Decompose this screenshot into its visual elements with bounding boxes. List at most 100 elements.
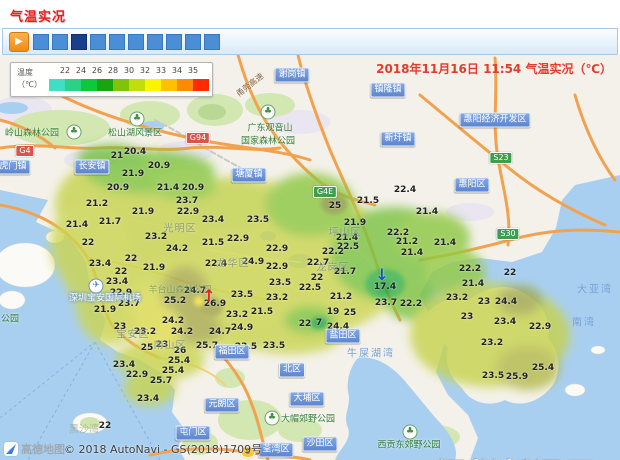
station-temperature-value: 22.2 [399,299,423,309]
island-park [80,417,100,429]
station-temperature-value: 21.9 [343,218,367,228]
legend-title: 温度 （℃） [17,67,42,91]
frame-step-3[interactable] [71,34,87,50]
station-temperature-value: 21.4 [461,279,485,289]
legend-tick-label: 22 [59,66,71,75]
frame-step-1[interactable] [33,34,49,50]
sea-label: 牛屎湖湾 [347,348,395,360]
station-temperature-value: 20.9 [147,161,171,171]
airplane-icon: ✈ [88,278,104,294]
road-badge-g4e: G4E [312,186,338,198]
station-temperature-value: 21.5 [356,196,380,206]
station-temperature-value: 22 [124,254,138,264]
legend-color-segment [161,79,177,91]
station-temperature-value: 22 [98,421,112,431]
station-temperature-value: 21.4 [156,183,180,193]
station-temperature-value: 24.9 [230,323,254,333]
frame-step-8[interactable] [166,34,182,50]
station-temperature-value: 23.4 [136,394,160,404]
town-label: 新圩镇 [380,131,416,147]
station-temperature-value: 21.4 [415,207,439,217]
tree-icon: ♣ [66,124,82,140]
town-label: 大埔区 [289,391,325,407]
animation-toolbar: ▶ [2,28,618,55]
station-temperature-value: 22 [310,273,324,283]
station-temperature-value: 21.4 [400,248,424,258]
district-label: 宝安区 [116,329,150,341]
frame-step-2[interactable] [52,34,68,50]
frame-step-6[interactable] [128,34,144,50]
station-temperature-value: 21.9 [93,305,117,315]
station-temperature-value: 20.9 [106,183,130,193]
station-temperature-value: 22.4 [204,259,228,269]
frame-step-5[interactable] [109,34,125,50]
station-temperature-value: 22.4 [393,185,417,195]
temperature-map[interactable]: 21 20.4 20.9 21.9 20.9 21.4 20.9 23.7 21.2 21.9 22… [0,55,620,460]
frame-selector [33,34,220,50]
legend-tick-label: 33 [155,66,167,75]
legend-tick-label: 35 [187,66,199,75]
legend-color-segment [193,79,209,91]
town-label: 荃湾区 [258,442,294,458]
station-temperature-value: 22.5 [336,242,360,252]
station-temperature-value: 25 [343,308,357,318]
district-label: 坪山区 [328,227,362,239]
frame-step-4[interactable] [90,34,106,50]
station-temperature-value: 22.9 [528,322,552,332]
station-temperature-value: 23.2 [445,293,469,303]
station-temperature-value: 23.7 [175,196,199,206]
station-temperature-value: 24.4 [494,297,518,307]
play-button[interactable]: ▶ [9,32,29,52]
legend-color-segment [97,79,113,91]
station-temperature-value: 24.7 [208,327,232,337]
legend-colorbar [49,79,209,91]
station-temperature-value: 21.2 [395,237,419,247]
legend-tick-label: 32 [139,66,151,75]
legend-color-segment [129,79,145,91]
legend-title-line2: （℃） [17,80,42,89]
watermark-site-name: 深圳新闻网 [438,451,598,460]
station-temperature-value: 22.9 [176,207,200,217]
frame-step-9[interactable] [185,34,201,50]
legend-tick-label: 26 [91,66,103,75]
park-label: 西贡东郊野公园 [377,440,441,451]
frame-step-7[interactable] [147,34,163,50]
station-temperature-value: 7 [315,318,323,328]
station-temperature-value: 21.4 [65,220,89,230]
town-label: 元朗区 [204,397,240,413]
temperature-legend: 温度 （℃） 22 24 26 28 30 32 33 34 35 [10,62,213,97]
road-badge-g94: G94 [185,132,211,144]
station-temperature-value: 25.9 [505,372,529,382]
town-label: 惠阳区 [454,177,490,193]
legend-tick-label: 28 [107,66,119,75]
station-temperature-value: 23.2 [144,232,168,242]
town-label: 北区 [278,362,306,378]
tree-icon: ♣ [129,111,145,127]
sea-label: 黑沙湾 [69,424,99,436]
station-temperature-value: 21.4 [433,238,457,248]
tree-icon: ♣ [402,424,418,440]
town-label: 屯门区 [175,425,211,441]
station-temperature-value: 23.4 [201,215,225,225]
station-temperature-value: 22.2 [321,247,345,257]
road-badge-9: 9 [240,446,256,458]
station-temperature-value: 23.2 [265,293,289,303]
max-temp-arrow-icon: ↑ [202,286,216,305]
station-temperature-value: 20.9 [181,183,205,193]
town-label: 镇隆镇 [370,82,406,98]
tree-icon: ♣ [260,104,276,120]
town-label: 沙田区 [302,436,338,452]
station-temperature-value: 21.9 [131,207,155,217]
town-label: 长安镇 [74,159,110,175]
station-temperature-value: 23 [460,312,474,322]
park-label: 岭山森林公园 [4,128,60,139]
town-label: 塘厦镇 [231,167,267,183]
frame-step-10[interactable] [204,34,220,50]
station-temperature-value: 22 [503,268,517,278]
station-temperature-value: 25.7 [149,376,173,386]
station-temperature-value: 21.2 [85,199,109,209]
station-temperature-value: 25 [140,343,154,353]
airport-label: 深圳宝安国际机场 [68,293,142,304]
station-temperature-value: 23.5 [262,341,286,351]
station-temperature-value: 22.7 [306,258,330,268]
